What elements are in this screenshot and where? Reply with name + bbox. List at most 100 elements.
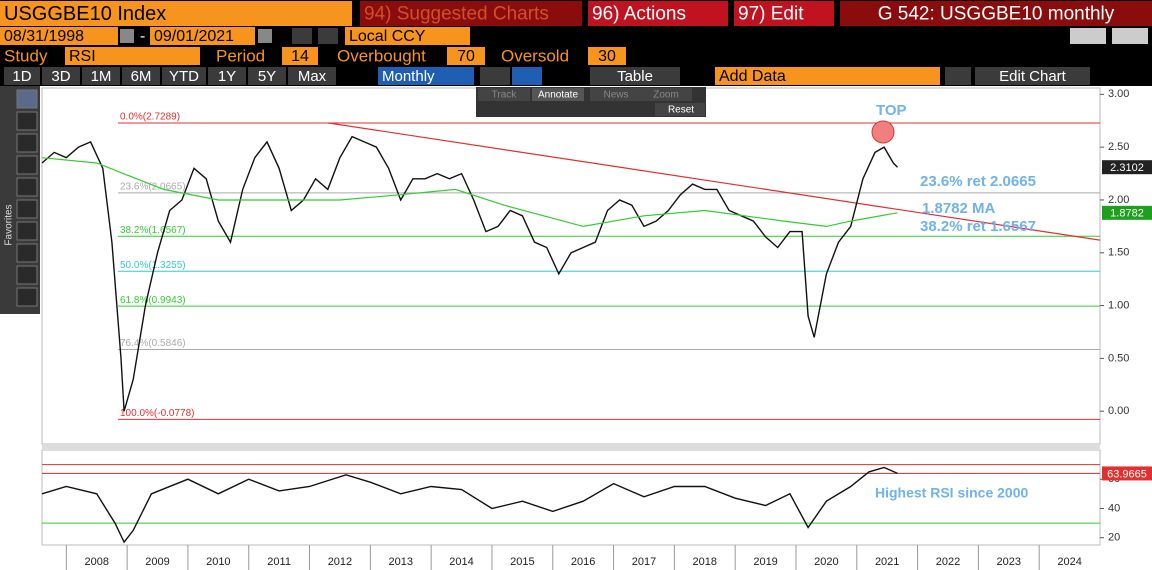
actions-box[interactable]: [588, 1, 728, 26]
suggested[interactable]: 94) Suggested Charts: [364, 4, 549, 25]
frequency-box[interactable]: [378, 67, 474, 85]
x-tick-label: 2010: [206, 556, 230, 568]
tool-label[interactable]: Zoom: [653, 90, 679, 101]
fib-label: 23.6%(2.0665): [120, 182, 186, 193]
y-tick-label: 3.00: [1108, 88, 1129, 100]
range-button-box[interactable]: [288, 67, 336, 85]
add-data-box[interactable]: [715, 67, 940, 85]
actions[interactable]: 96) Actions: [592, 4, 686, 25]
oversold-label: Oversold: [501, 46, 569, 65]
range-button[interactable]: 5Y: [258, 68, 276, 85]
edit-box[interactable]: [734, 1, 834, 26]
range-button-box[interactable]: [4, 67, 40, 85]
function[interactable]: G 542: USGGBE10 monthly: [878, 4, 1115, 25]
range-button-box[interactable]: [42, 67, 80, 85]
range-button-box[interactable]: [208, 67, 246, 85]
tool-button[interactable]: [478, 88, 530, 101]
chart-type-button[interactable]: [480, 67, 510, 85]
range-button[interactable]: 6M: [131, 68, 152, 85]
add-data[interactable]: Add Data: [719, 68, 786, 85]
start-date[interactable]: 08/31/1998: [4, 28, 84, 45]
next-button[interactable]: [318, 28, 338, 44]
currency-box[interactable]: [345, 27, 470, 45]
x-tick-label: 2017: [632, 556, 656, 568]
tool-icon[interactable]: [16, 265, 38, 285]
security-box[interactable]: [0, 1, 352, 26]
tool-icon[interactable]: [16, 133, 38, 153]
tool-label[interactable]: Reset: [668, 105, 694, 116]
range-button[interactable]: 1Y: [218, 68, 236, 85]
x-tick-label: 2012: [328, 556, 352, 568]
start-date-box[interactable]: [0, 27, 118, 45]
frequency[interactable]: Monthly: [382, 68, 435, 85]
undo-button[interactable]: [1070, 28, 1106, 44]
range-button[interactable]: 3D: [51, 68, 70, 85]
period[interactable]: 14: [291, 48, 309, 65]
study[interactable]: RSI: [69, 48, 96, 65]
end-date-box[interactable]: [150, 27, 255, 45]
function-box[interactable]: [840, 1, 1152, 26]
trendline: [327, 122, 1101, 241]
tool-label[interactable]: News: [603, 90, 628, 101]
fib-label: 38.2%(1.6567): [120, 225, 186, 236]
edit-chart[interactable]: Edit Chart: [999, 68, 1067, 85]
period-label: Period: [216, 46, 265, 65]
tool-icon[interactable]: [16, 199, 38, 219]
x-tick-label: 2018: [693, 556, 717, 568]
range-button-box[interactable]: [82, 67, 120, 85]
y-tick-label: 0.50: [1108, 352, 1129, 364]
redo-button[interactable]: [1112, 28, 1148, 44]
end-date[interactable]: 09/01/2021: [154, 28, 234, 45]
x-tick-label: 2011: [267, 556, 291, 568]
calendar-icon[interactable]: [120, 29, 134, 43]
period-box[interactable]: [282, 47, 318, 65]
range-button[interactable]: 1D: [12, 68, 31, 85]
tool-icon[interactable]: [16, 89, 38, 109]
security[interactable]: USGGBE10 Index: [4, 3, 166, 25]
oversold-box[interactable]: [588, 47, 626, 65]
overbought[interactable]: 70: [457, 48, 475, 65]
tool-button[interactable]: [655, 103, 705, 116]
tool-button[interactable]: [532, 88, 584, 101]
tool-icon[interactable]: [16, 155, 38, 175]
study-box[interactable]: [65, 47, 200, 65]
currency[interactable]: Local CCY: [349, 28, 426, 45]
calendar-icon[interactable]: [258, 29, 272, 43]
rsi-annotation: Highest RSI since 2000: [875, 485, 1029, 501]
edit-chart-box[interactable]: [975, 67, 1090, 85]
fib-label: 76.4%(0.5846): [120, 338, 186, 349]
edit[interactable]: 97) Edit: [738, 4, 804, 25]
tool-button[interactable]: [640, 88, 692, 101]
fib-label: 50.0%(1.3255): [120, 260, 186, 271]
tool-label[interactable]: Track: [492, 90, 518, 101]
range-button[interactable]: 1M: [91, 68, 112, 85]
tool-button[interactable]: [590, 88, 642, 101]
y-tick-label: 20: [1108, 532, 1120, 544]
fib-label: 0.0%(2.7289): [120, 112, 180, 123]
oversold[interactable]: 30: [598, 48, 616, 65]
tool-icon[interactable]: [16, 177, 38, 197]
tool-icon[interactable]: [16, 221, 38, 241]
collapse-button[interactable]: [945, 67, 971, 85]
range-button-box[interactable]: [122, 67, 160, 85]
tool-label[interactable]: Annotate: [538, 90, 578, 101]
suggested-box[interactable]: [360, 1, 582, 26]
x-tick-label: 2013: [389, 556, 413, 568]
x-tick-label: 2021: [875, 556, 899, 568]
overbought-box[interactable]: [447, 47, 485, 65]
annotation: 23.6% ret 2.0665: [920, 173, 1036, 190]
annotation: TOP: [876, 102, 907, 119]
range-button[interactable]: YTD: [169, 68, 199, 85]
tool-icon[interactable]: [16, 287, 38, 307]
end-value-box: [1102, 205, 1152, 220]
table-button[interactable]: Table: [617, 68, 653, 85]
prev-button[interactable]: [292, 28, 312, 44]
range-button-box[interactable]: [248, 67, 286, 85]
tool-icon[interactable]: [16, 243, 38, 263]
range-button-box[interactable]: [162, 67, 206, 85]
range-button[interactable]: Max: [298, 68, 327, 85]
table-button-box[interactable]: [590, 67, 680, 85]
tool-icon[interactable]: [16, 111, 38, 131]
bar-type-button[interactable]: [512, 67, 542, 85]
x-tick-label: 2020: [814, 556, 838, 568]
